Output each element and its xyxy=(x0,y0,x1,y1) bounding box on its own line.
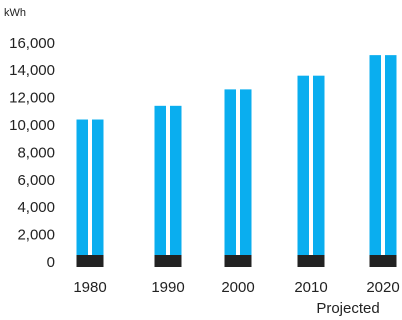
y-tick-label: 14,000 xyxy=(9,62,55,79)
bar-base-1990 xyxy=(154,255,182,267)
bars xyxy=(76,55,397,267)
y-tick-label: 10,000 xyxy=(9,117,55,134)
y-tick-label: 0 xyxy=(47,254,55,271)
x-axis-labels: 1980 1990 2000 2010 2020 xyxy=(73,279,399,296)
bar-segment-2010-1 xyxy=(297,75,309,256)
bar-2010 xyxy=(297,75,325,267)
y-axis-ticks: 0 2,000 4,000 6,000 8,000 10,000 12,000 14,000 1… xyxy=(9,35,55,271)
x-tick-label-1980: 1980 xyxy=(73,279,106,296)
y-tick-label: 16,000 xyxy=(9,35,55,52)
bar-1980 xyxy=(76,119,104,267)
y-tick-label: 12,000 xyxy=(9,90,55,107)
bar-segment-2000-2 xyxy=(240,89,252,255)
bar-1990 xyxy=(154,105,182,267)
x-tick-label-1990: 1990 xyxy=(151,279,184,296)
y-axis-unit: kWh xyxy=(4,7,26,19)
bar-segment-1980-2 xyxy=(92,119,104,256)
bar-segment-1990-2 xyxy=(170,105,182,255)
bar-segment-2020-2 xyxy=(385,55,397,255)
bar-base-2010 xyxy=(297,255,325,267)
bar-segment-2020-1 xyxy=(369,55,381,255)
x-tick-label-2020: 2020 xyxy=(366,279,399,296)
y-tick-label: 2,000 xyxy=(17,227,55,244)
x-tick-label-2000: 2000 xyxy=(221,279,254,296)
y-tick-label: 6,000 xyxy=(17,172,55,189)
bar-base-2000 xyxy=(224,255,252,267)
bar-base-1980 xyxy=(76,255,104,267)
x-tick-label-2010: 2010 xyxy=(294,279,327,296)
bar-base-2020 xyxy=(369,255,397,267)
bar-segment-2000-1 xyxy=(224,89,236,255)
bar-segment-1990-1 xyxy=(154,105,166,255)
y-tick-label: 4,000 xyxy=(17,199,55,216)
bar-2000 xyxy=(224,89,252,267)
y-tick-label: 8,000 xyxy=(17,144,55,161)
bar-segment-2010-2 xyxy=(313,75,325,256)
bar-2020 xyxy=(369,55,397,267)
projected-annotation: Projected xyxy=(316,300,379,317)
bar-segment-1980-1 xyxy=(76,119,88,256)
